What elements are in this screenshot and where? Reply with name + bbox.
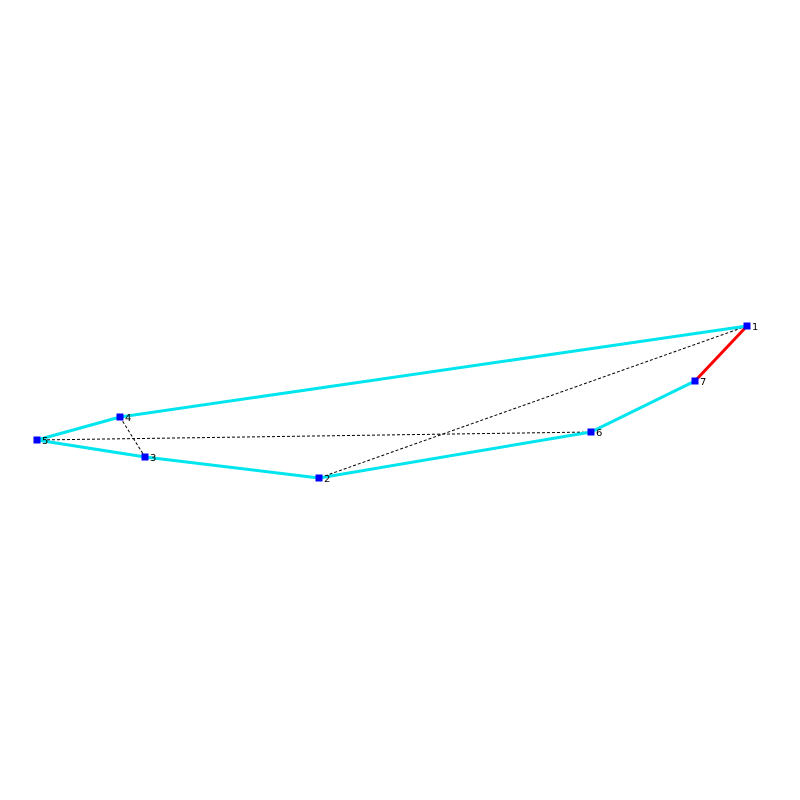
vertex-3	[141, 453, 149, 461]
boundary-edge-4-5	[36, 415, 121, 442]
vertex-label-3: 3	[150, 453, 156, 464]
highlighted-edges-layer	[693, 324, 749, 383]
boundary-edge-6-7	[590, 379, 696, 434]
vertex-label-4: 4	[125, 413, 131, 424]
boundary-edge-2-6	[318, 430, 592, 480]
boundary-edge-1-4	[119, 324, 748, 419]
boundary-edge-3-2	[144, 455, 320, 480]
vertex-label-1: 1	[752, 322, 758, 333]
diagonal-5-6	[36, 431, 592, 441]
vertex-1	[743, 322, 751, 330]
vertex-label-6: 6	[596, 428, 602, 439]
vertex-2	[315, 474, 323, 482]
vertex-5	[33, 436, 41, 444]
vertices-layer	[33, 322, 751, 482]
diagonals-layer	[36, 325, 748, 479]
boundary-edge-5-3	[36, 438, 146, 459]
vertex-labels-layer: 1 2 3 4 5 6 7	[42, 322, 758, 485]
vertex-label-5: 5	[42, 436, 48, 447]
vertex-label-7: 7	[700, 377, 706, 388]
diagonal-4-3	[119, 416, 146, 458]
boundary-edges-layer	[36, 324, 748, 480]
vertex-7	[691, 377, 699, 385]
highlighted-edge-7-1	[693, 324, 749, 383]
vertex-label-2: 2	[324, 474, 330, 485]
vertex-6	[587, 428, 595, 436]
vertex-4	[116, 413, 124, 421]
diagonal-1-2	[318, 325, 748, 479]
